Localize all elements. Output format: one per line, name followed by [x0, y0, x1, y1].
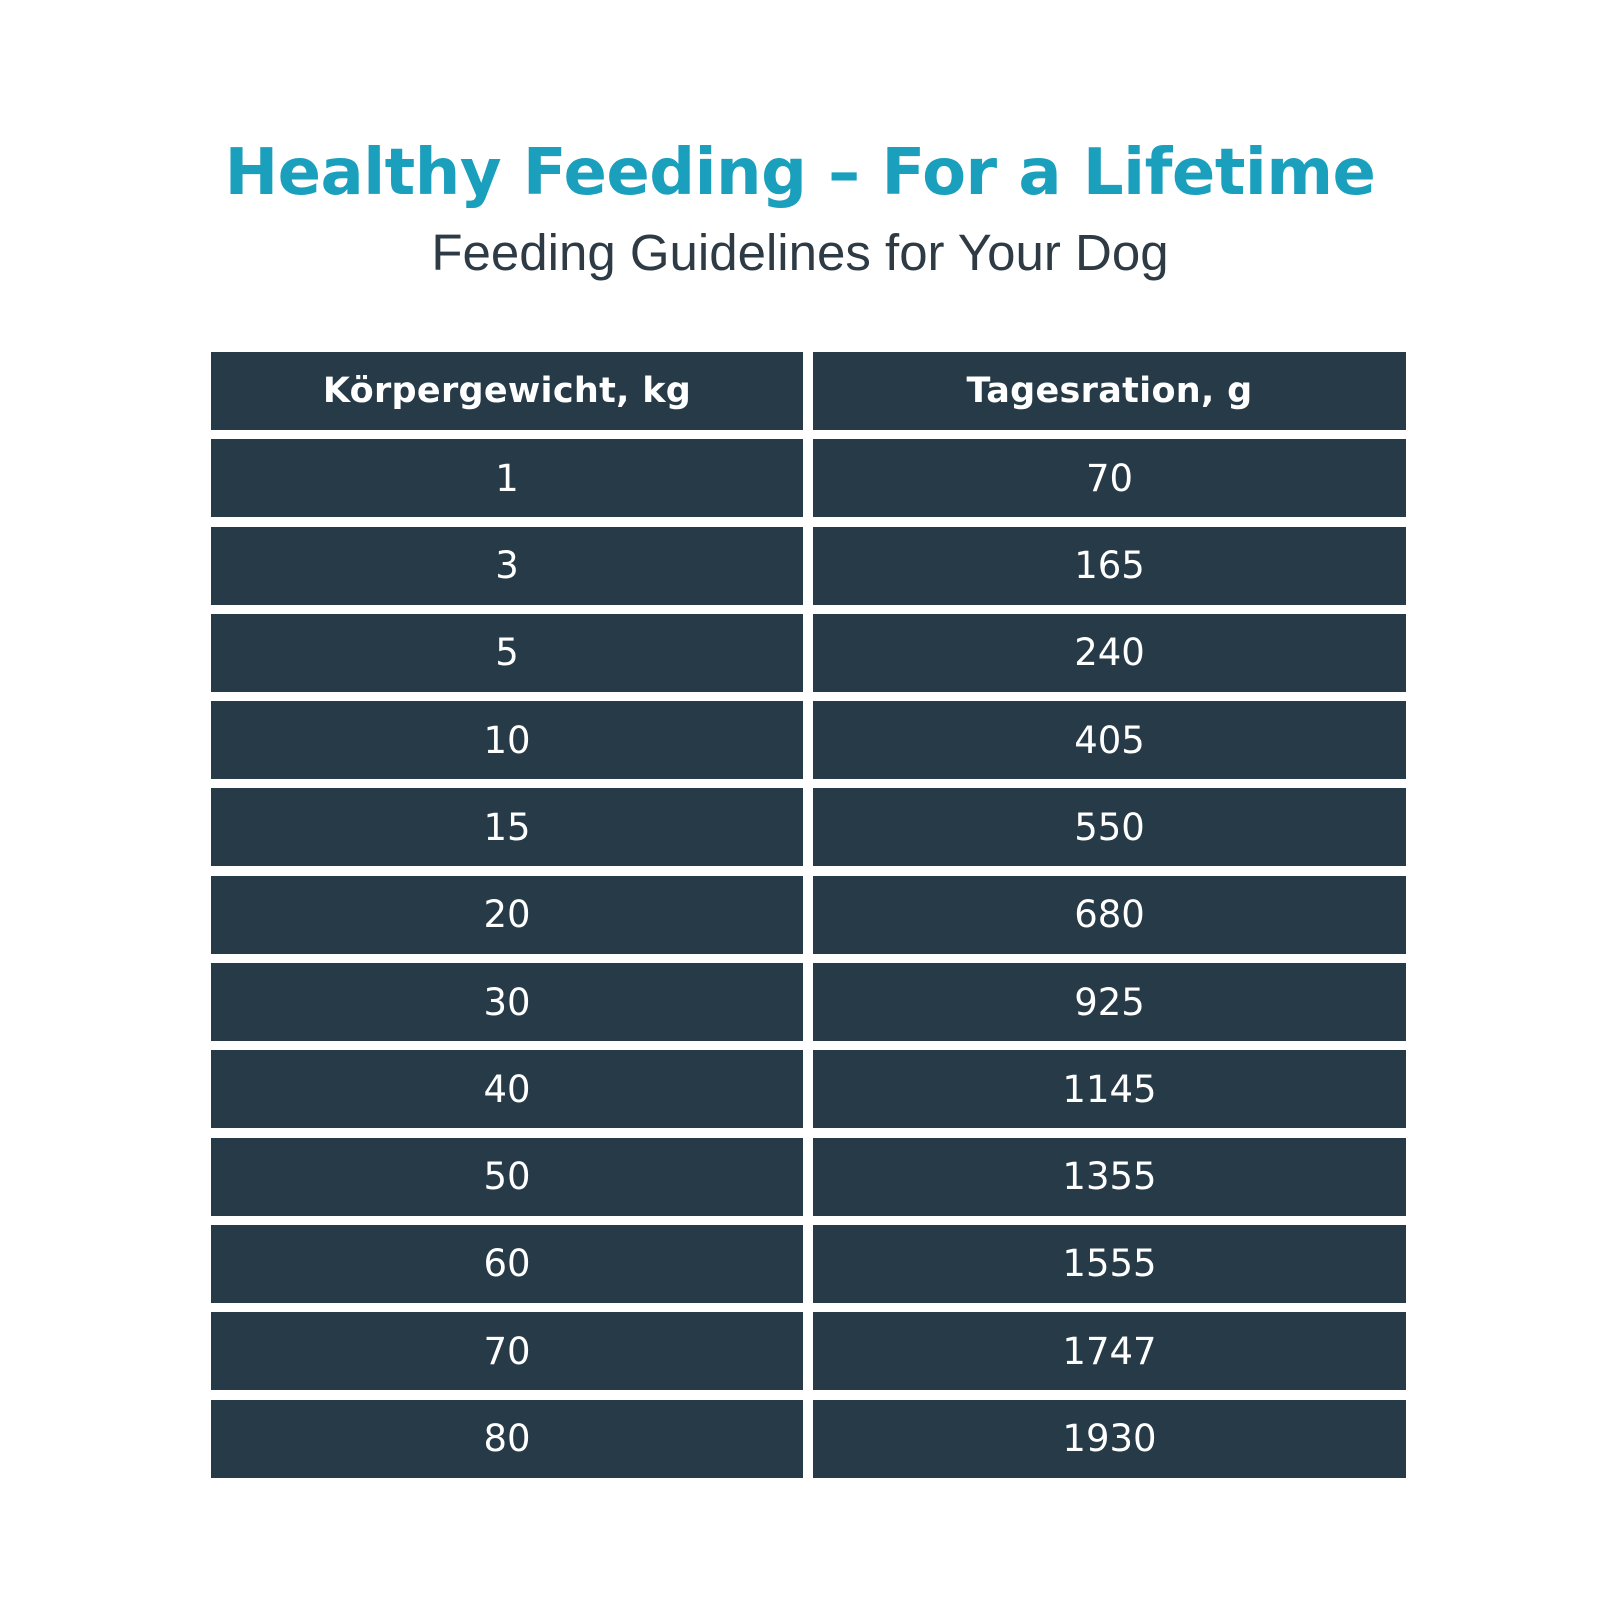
table-row: 80 1930 — [211, 1399, 1406, 1478]
table-row: 60 1555 — [211, 1224, 1406, 1303]
cell-daily-ration: 1355 — [813, 1137, 1406, 1216]
table-row: 3 165 — [211, 526, 1406, 605]
cell-body-weight: 3 — [211, 526, 803, 605]
column-header-daily-ration: Tagesration, g — [813, 352, 1406, 430]
cell-daily-ration: 550 — [813, 788, 1406, 867]
cell-daily-ration: 1555 — [813, 1224, 1406, 1303]
feeding-table: Körpergewicht, kg Tagesration, g 1 70 3 165… — [211, 352, 1406, 1487]
table-row: 15 550 — [211, 788, 1406, 867]
cell-daily-ration: 680 — [813, 875, 1406, 954]
table-row: 70 1747 — [211, 1312, 1406, 1391]
table-row: 1 70 — [211, 439, 1406, 518]
cell-daily-ration: 1145 — [813, 1050, 1406, 1129]
cell-daily-ration: 1930 — [813, 1399, 1406, 1478]
cell-daily-ration: 925 — [813, 963, 1406, 1042]
cell-body-weight: 80 — [211, 1399, 803, 1478]
cell-daily-ration: 165 — [813, 526, 1406, 605]
table-body: 1 70 3 165 5 240 10 405 15 550 20 680 30 925 40 1145 50 1… — [211, 439, 1406, 1478]
cell-body-weight: 20 — [211, 875, 803, 954]
cell-body-weight: 10 — [211, 701, 803, 780]
table-row: 50 1355 — [211, 1137, 1406, 1216]
table-row: 40 1145 — [211, 1050, 1406, 1129]
column-header-body-weight: Körpergewicht, kg — [211, 352, 803, 430]
cell-body-weight: 40 — [211, 1050, 803, 1129]
cell-body-weight: 60 — [211, 1224, 803, 1303]
cell-body-weight: 5 — [211, 613, 803, 692]
table-row: 10 405 — [211, 701, 1406, 780]
table-row: 5 240 — [211, 613, 1406, 692]
page-subtitle: Feeding Guidelines for Your Dog — [431, 224, 1169, 281]
cell-body-weight: 30 — [211, 963, 803, 1042]
table-row: 20 680 — [211, 875, 1406, 954]
page-title: Healthy Feeding – For a Lifetime — [224, 136, 1376, 210]
cell-daily-ration: 70 — [813, 439, 1406, 518]
cell-body-weight: 70 — [211, 1312, 803, 1391]
cell-body-weight: 1 — [211, 439, 803, 518]
cell-body-weight: 50 — [211, 1137, 803, 1216]
cell-daily-ration: 405 — [813, 701, 1406, 780]
cell-daily-ration: 1747 — [813, 1312, 1406, 1391]
cell-daily-ration: 240 — [813, 613, 1406, 692]
cell-body-weight: 15 — [211, 788, 803, 867]
table-row: 30 925 — [211, 963, 1406, 1042]
table-header-row: Körpergewicht, kg Tagesration, g — [211, 352, 1406, 430]
